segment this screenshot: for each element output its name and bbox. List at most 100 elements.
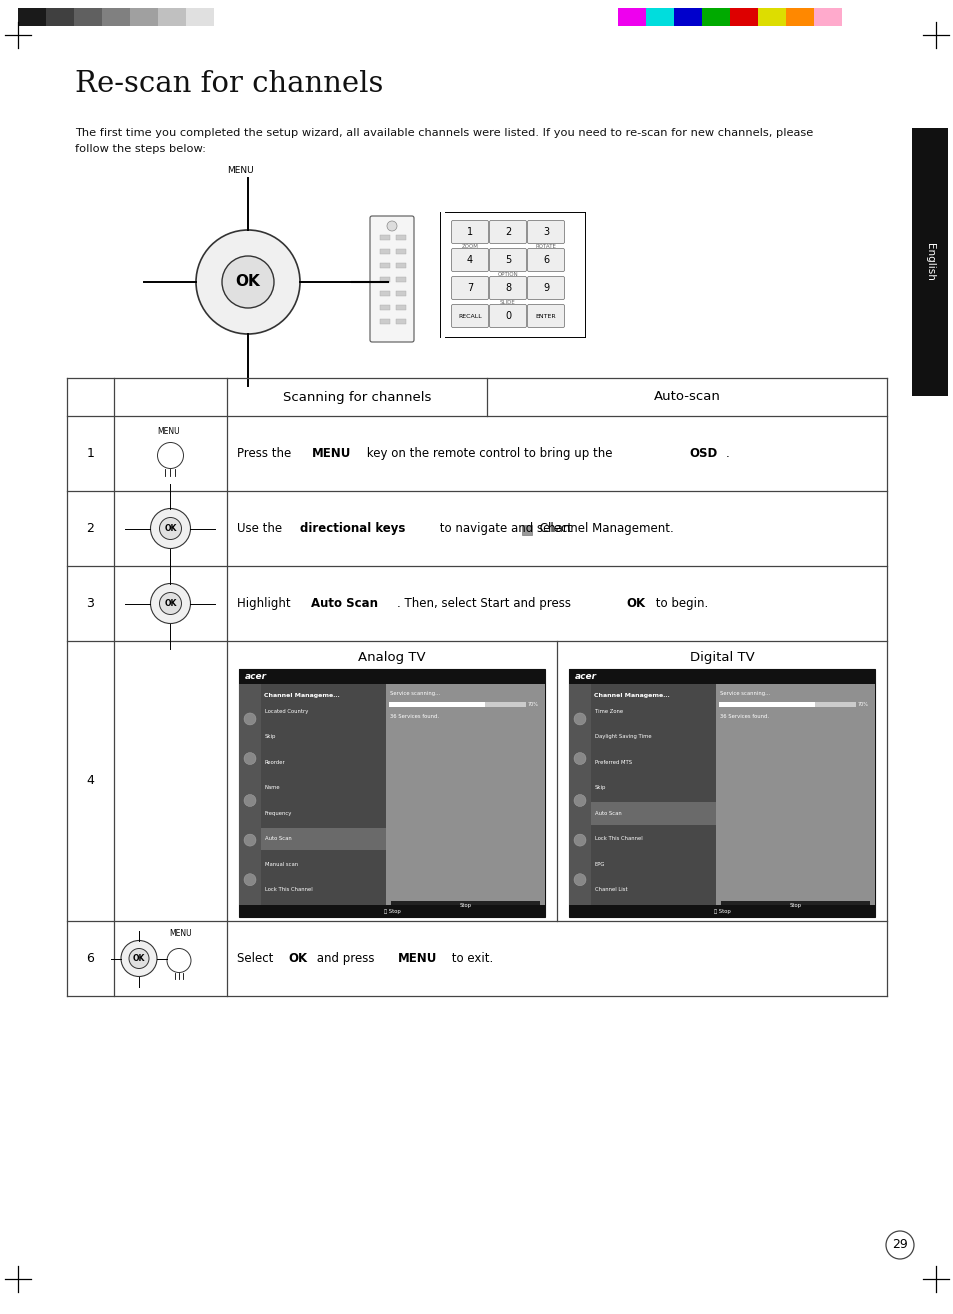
Bar <box>379 277 390 283</box>
Bar <box>395 263 406 268</box>
Bar <box>239 669 544 685</box>
Text: OK: OK <box>626 597 645 610</box>
Text: OPTION: OPTION <box>497 272 517 276</box>
Text: 70%: 70% <box>527 702 538 707</box>
Text: 3: 3 <box>87 597 94 610</box>
Bar <box>379 305 390 310</box>
Circle shape <box>222 256 274 307</box>
FancyBboxPatch shape <box>527 248 564 272</box>
Bar <box>239 669 544 917</box>
Bar <box>729 8 758 26</box>
Text: 6: 6 <box>542 255 549 265</box>
Text: MENU: MENU <box>170 929 193 938</box>
Bar <box>590 879 715 901</box>
Text: EPG: EPG <box>595 862 605 867</box>
Text: MENU: MENU <box>397 953 436 964</box>
Text: and press: and press <box>314 953 378 964</box>
Text: acer: acer <box>245 671 267 681</box>
Text: Name: Name <box>265 786 280 790</box>
Text: Auto Scan: Auto Scan <box>265 837 292 841</box>
Text: 7: 7 <box>466 283 473 293</box>
Circle shape <box>151 583 191 624</box>
Text: to navigate and select: to navigate and select <box>436 522 576 535</box>
Text: Press the: Press the <box>236 447 294 460</box>
Bar <box>395 235 406 240</box>
Text: SLIDE: SLIDE <box>499 300 516 305</box>
Circle shape <box>244 874 255 886</box>
Bar <box>130 8 158 26</box>
Circle shape <box>121 941 157 976</box>
FancyBboxPatch shape <box>451 248 488 272</box>
Text: 70%: 70% <box>857 702 868 707</box>
Text: Digital TV: Digital TV <box>689 650 754 664</box>
FancyBboxPatch shape <box>489 248 526 272</box>
Circle shape <box>244 795 255 807</box>
Text: 5: 5 <box>504 255 511 265</box>
Bar <box>785 8 813 26</box>
FancyBboxPatch shape <box>527 305 564 327</box>
Bar <box>379 248 390 254</box>
Text: 0: 0 <box>504 311 511 321</box>
Bar <box>158 8 186 26</box>
Bar <box>590 725 715 748</box>
Circle shape <box>244 714 255 725</box>
Bar <box>673 8 701 26</box>
Circle shape <box>387 221 396 231</box>
FancyBboxPatch shape <box>489 305 526 327</box>
Bar <box>715 685 874 917</box>
Text: .: . <box>725 447 729 460</box>
Text: MENU: MENU <box>312 447 351 460</box>
Text: MENU: MENU <box>227 166 253 175</box>
Bar <box>261 685 385 917</box>
FancyBboxPatch shape <box>527 221 564 243</box>
Text: MENU: MENU <box>157 427 179 435</box>
Text: 9: 9 <box>542 283 549 293</box>
Text: Channel Management.: Channel Management. <box>536 522 673 535</box>
Bar <box>261 777 385 799</box>
Bar <box>395 248 406 254</box>
Text: 3: 3 <box>542 227 549 237</box>
Text: Service scanning...: Service scanning... <box>390 690 439 695</box>
Text: Located Country: Located Country <box>265 708 308 714</box>
Bar <box>568 669 874 685</box>
Circle shape <box>159 593 181 615</box>
FancyBboxPatch shape <box>370 215 414 342</box>
Text: Skip: Skip <box>265 735 276 740</box>
Text: Stop: Stop <box>789 903 801 908</box>
Bar <box>568 685 590 917</box>
Text: OK: OK <box>132 954 145 963</box>
Bar <box>18 8 46 26</box>
Circle shape <box>574 795 585 807</box>
Circle shape <box>159 518 181 540</box>
Bar <box>590 853 715 875</box>
Bar <box>389 702 525 707</box>
Text: Lock This Channel: Lock This Channel <box>265 887 313 892</box>
Text: Analog TV: Analog TV <box>357 650 425 664</box>
Bar <box>46 8 74 26</box>
Text: OK: OK <box>235 275 260 289</box>
Text: Channel List: Channel List <box>595 887 627 892</box>
Text: OK: OK <box>289 953 308 964</box>
Text: directional keys: directional keys <box>300 522 405 535</box>
Bar <box>186 8 213 26</box>
Bar <box>379 235 390 240</box>
Text: 4: 4 <box>466 255 473 265</box>
FancyBboxPatch shape <box>489 221 526 243</box>
Bar <box>379 319 390 325</box>
FancyBboxPatch shape <box>451 221 488 243</box>
Text: Auto Scan: Auto Scan <box>311 597 377 610</box>
Circle shape <box>129 949 149 968</box>
Text: Lock This Channel: Lock This Channel <box>595 837 642 841</box>
Text: Re-scan for channels: Re-scan for channels <box>75 70 383 99</box>
Bar <box>813 8 841 26</box>
Text: Auto-scan: Auto-scan <box>653 390 720 403</box>
Text: key on the remote control to bring up the: key on the remote control to bring up th… <box>362 447 616 460</box>
Text: Ⓝ Stop: Ⓝ Stop <box>383 908 400 913</box>
Text: Auto Scan: Auto Scan <box>595 811 621 816</box>
Bar <box>261 725 385 748</box>
Text: follow the steps below:: follow the steps below: <box>75 145 206 154</box>
Bar <box>590 685 715 917</box>
Text: 6: 6 <box>87 953 94 964</box>
Bar <box>389 702 484 707</box>
Circle shape <box>244 834 255 846</box>
